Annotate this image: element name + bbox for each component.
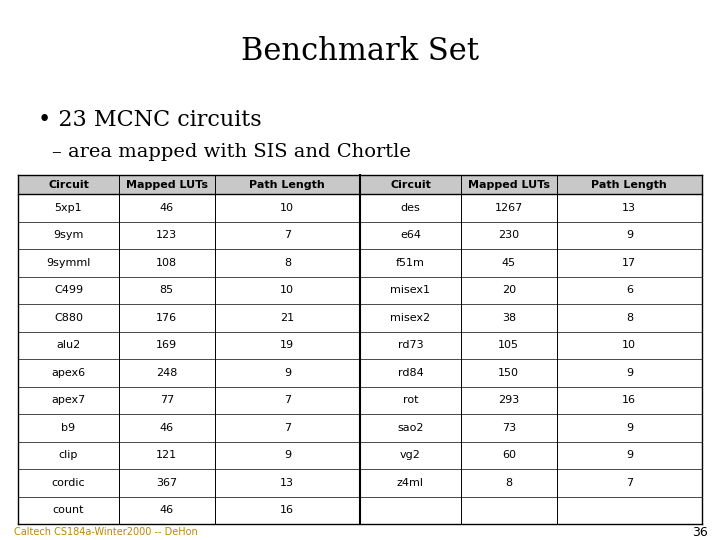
Text: 46: 46 (160, 202, 174, 213)
Text: 6: 6 (626, 285, 633, 295)
Text: 5xp1: 5xp1 (55, 202, 82, 213)
Text: 21: 21 (280, 313, 294, 323)
Text: 9symml: 9symml (46, 258, 91, 268)
Text: 9: 9 (626, 230, 633, 240)
Text: • 23 MCNC circuits: • 23 MCNC circuits (38, 109, 261, 131)
Text: rot: rot (402, 395, 418, 405)
Text: 293: 293 (498, 395, 519, 405)
Text: apex6: apex6 (51, 368, 86, 378)
Text: Caltech CS184a-Winter2000 -- DeHon: Caltech CS184a-Winter2000 -- DeHon (14, 527, 198, 537)
Text: 46: 46 (160, 505, 174, 515)
Text: 8: 8 (626, 313, 633, 323)
Text: 108: 108 (156, 258, 177, 268)
Text: 123: 123 (156, 230, 177, 240)
Text: 85: 85 (160, 285, 174, 295)
Text: 150: 150 (498, 368, 519, 378)
Text: 36: 36 (692, 525, 708, 538)
Text: 17: 17 (622, 258, 636, 268)
Text: 10: 10 (622, 340, 636, 350)
Text: Mapped LUTs: Mapped LUTs (468, 179, 550, 190)
Text: 13: 13 (622, 202, 636, 213)
Text: 38: 38 (502, 313, 516, 323)
Text: 10: 10 (280, 285, 294, 295)
Text: apex7: apex7 (51, 395, 86, 405)
Text: Benchmark Set: Benchmark Set (241, 37, 479, 68)
Text: 60: 60 (502, 450, 516, 460)
Text: 169: 169 (156, 340, 177, 350)
Text: – area mapped with SIS and Chortle: – area mapped with SIS and Chortle (52, 143, 411, 161)
Text: cordic: cordic (52, 478, 85, 488)
Text: 9: 9 (626, 423, 633, 433)
Text: 8: 8 (505, 478, 513, 488)
Text: 9: 9 (284, 368, 291, 378)
Text: Circuit: Circuit (48, 179, 89, 190)
Text: rd73: rd73 (397, 340, 423, 350)
Text: Path Length: Path Length (591, 179, 667, 190)
Text: alu2: alu2 (56, 340, 81, 350)
Text: 7: 7 (284, 395, 291, 405)
Text: 45: 45 (502, 258, 516, 268)
Text: C499: C499 (54, 285, 83, 295)
Text: z4ml: z4ml (397, 478, 424, 488)
Text: 8: 8 (284, 258, 291, 268)
Text: des: des (400, 202, 420, 213)
Text: 46: 46 (160, 423, 174, 433)
Text: Path Length: Path Length (249, 179, 325, 190)
Text: 77: 77 (160, 395, 174, 405)
Text: 19: 19 (280, 340, 294, 350)
Text: 9: 9 (284, 450, 291, 460)
Text: 248: 248 (156, 368, 177, 378)
Text: 16: 16 (622, 395, 636, 405)
Text: 20: 20 (502, 285, 516, 295)
Text: 13: 13 (280, 478, 294, 488)
Text: 7: 7 (284, 423, 291, 433)
Text: 73: 73 (502, 423, 516, 433)
Bar (360, 175, 702, 194)
Text: 9: 9 (626, 450, 633, 460)
Text: vg2: vg2 (400, 450, 421, 460)
Text: 9sym: 9sym (53, 230, 84, 240)
Text: C880: C880 (54, 313, 83, 323)
Text: 16: 16 (280, 505, 294, 515)
Text: f51m: f51m (396, 258, 425, 268)
Text: clip: clip (59, 450, 78, 460)
Text: 121: 121 (156, 450, 177, 460)
Text: misex1: misex1 (390, 285, 431, 295)
Text: 7: 7 (626, 478, 633, 488)
Text: Circuit: Circuit (390, 179, 431, 190)
Text: rd84: rd84 (397, 368, 423, 378)
Text: 9: 9 (626, 368, 633, 378)
Text: 1267: 1267 (495, 202, 523, 213)
Text: misex2: misex2 (390, 313, 431, 323)
Bar (18, 175, 360, 194)
Text: 230: 230 (498, 230, 519, 240)
Text: 176: 176 (156, 313, 177, 323)
Text: 105: 105 (498, 340, 519, 350)
Text: Mapped LUTs: Mapped LUTs (126, 179, 208, 190)
Text: b9: b9 (61, 423, 76, 433)
Text: sao2: sao2 (397, 423, 423, 433)
Text: 367: 367 (156, 478, 177, 488)
Text: 7: 7 (284, 230, 291, 240)
Text: e64: e64 (400, 230, 421, 240)
Text: count: count (53, 505, 84, 515)
Text: 10: 10 (280, 202, 294, 213)
